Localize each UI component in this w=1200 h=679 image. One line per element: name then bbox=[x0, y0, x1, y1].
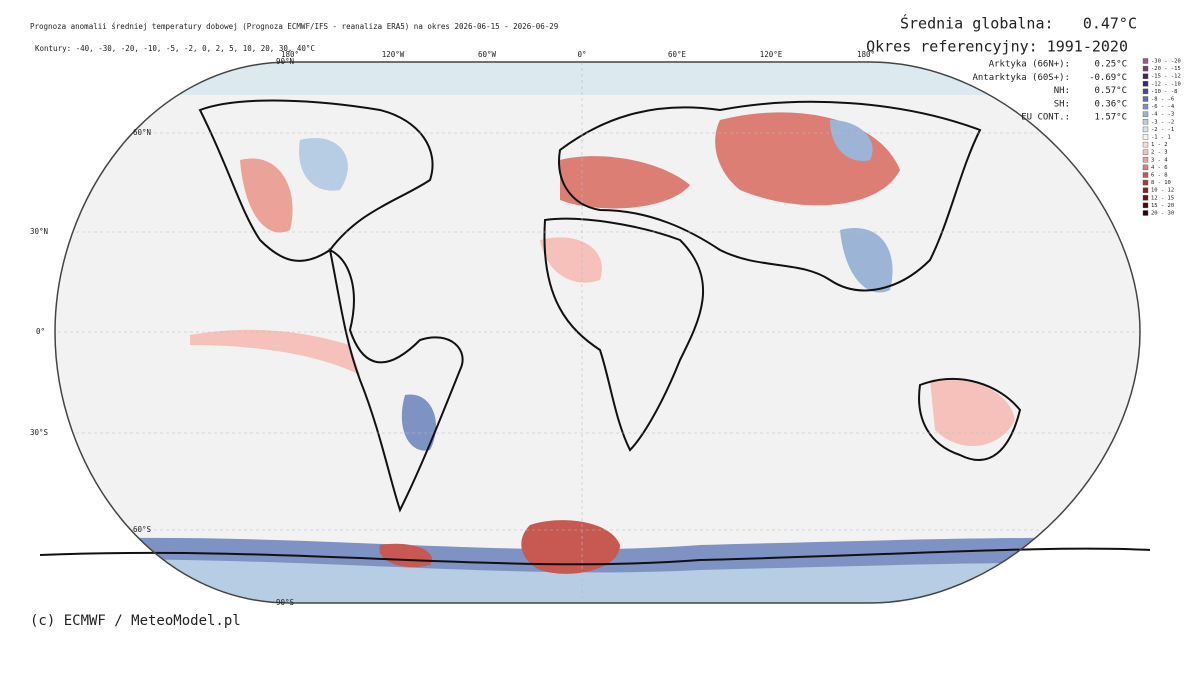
legend-swatch bbox=[1142, 58, 1149, 64]
longitude-label: 60°W bbox=[478, 50, 497, 59]
legend-label: -15 - -12 bbox=[1151, 74, 1181, 80]
map-title: Prognoza anomalii średniej temperatury d… bbox=[30, 22, 558, 31]
stat-label: SH: bbox=[1054, 99, 1070, 109]
legend-label: 12 - 15 bbox=[1151, 195, 1174, 201]
footer: (c) ECMWF / MeteoModel.pl bbox=[30, 613, 241, 629]
legend-label: 1 - 2 bbox=[1151, 142, 1168, 148]
longitude-label: 180° bbox=[281, 50, 299, 59]
legend-label: 20 - 30 bbox=[1151, 211, 1174, 217]
stat-label: EU CONT.: bbox=[1021, 113, 1070, 123]
longitude-label: 120°E bbox=[760, 50, 783, 59]
legend-label: -6 - -4 bbox=[1151, 104, 1175, 110]
contour-note: Kontury: -40, -30, -20, -10, -5, -2, 0, … bbox=[35, 44, 315, 53]
legend-label: 6 - 8 bbox=[1151, 173, 1168, 179]
legend-label: -30 - -20 bbox=[1151, 59, 1181, 65]
legend-swatch bbox=[1142, 157, 1149, 163]
legend-label: 8 - 10 bbox=[1151, 180, 1171, 186]
latitude-label: 30°N bbox=[30, 227, 48, 236]
legend-label: 10 - 12 bbox=[1151, 188, 1174, 194]
legend-swatch bbox=[1142, 73, 1149, 79]
legend-swatch bbox=[1142, 164, 1149, 171]
legend-swatch bbox=[1142, 195, 1149, 201]
legend-swatch bbox=[1142, 172, 1149, 178]
legend-label: -3 - -2 bbox=[1151, 119, 1174, 125]
stat-value: 0.25°C bbox=[1094, 60, 1127, 70]
latitude-label: 30°S bbox=[30, 428, 49, 437]
legend-swatch bbox=[1142, 202, 1149, 209]
latitude-label: 90°S bbox=[276, 598, 295, 607]
coastlines bbox=[39, 99, 1151, 566]
stat-value: 0.36°C bbox=[1094, 99, 1127, 109]
legend-swatch bbox=[1142, 134, 1149, 140]
graticule bbox=[55, 62, 1140, 603]
longitude-label: 0° bbox=[577, 50, 586, 59]
latitude-label: 0° bbox=[36, 327, 45, 336]
legend-label: 4 - 6 bbox=[1151, 165, 1168, 171]
global-value: 0.47°C bbox=[1083, 15, 1137, 33]
latitude-label: 60°S bbox=[133, 525, 152, 534]
legend-label: -2 - -1 bbox=[1151, 127, 1174, 133]
legend-label: -8 - -6 bbox=[1151, 97, 1174, 103]
legend-label: -1 - 1 bbox=[1151, 135, 1171, 141]
stat-label: Antarktyka (60S+): bbox=[972, 73, 1070, 83]
legend-swatch bbox=[1142, 65, 1149, 72]
stat-label: NH: bbox=[1054, 86, 1070, 96]
legend-swatch bbox=[1142, 103, 1149, 110]
legend-label: 3 - 4 bbox=[1151, 157, 1168, 163]
legend-swatch bbox=[1142, 187, 1149, 193]
longitude-label: 180° bbox=[857, 50, 875, 59]
legend-swatch bbox=[1142, 179, 1149, 186]
latitude-label: 90°N bbox=[276, 57, 294, 66]
stat-value: 1.57°C bbox=[1094, 113, 1127, 123]
legend-label: 15 - 20 bbox=[1151, 203, 1174, 209]
legend-swatch bbox=[1142, 88, 1149, 95]
legend-swatch bbox=[1142, 149, 1149, 155]
legend-swatch bbox=[1142, 81, 1149, 87]
reference-period: Okres referencyjny: 1991-2020 bbox=[866, 38, 1128, 56]
stat-value: 0.57°C bbox=[1094, 86, 1127, 96]
legend-swatch bbox=[1142, 119, 1149, 125]
latitude-label: 60°N bbox=[133, 128, 151, 137]
legend-swatch bbox=[1142, 111, 1149, 117]
longitude-label: 120°W bbox=[382, 50, 405, 59]
legend-label: -12 - -10 bbox=[1151, 81, 1181, 87]
legend-swatch bbox=[1142, 96, 1149, 102]
map-frame bbox=[54, 61, 1141, 604]
map-field bbox=[55, 62, 1140, 603]
legend-swatch bbox=[1142, 126, 1149, 133]
legend-swatch bbox=[1142, 210, 1149, 216]
global-label: Średnia globalna: bbox=[900, 14, 1054, 33]
longitude-label: 60°E bbox=[668, 50, 687, 59]
legend-label: 2 - 3 bbox=[1151, 150, 1168, 156]
legend-label: -20 - -15 bbox=[1151, 66, 1181, 72]
legend-label: -4 - -3 bbox=[1151, 112, 1174, 118]
legend-swatch bbox=[1142, 141, 1149, 148]
stat-value: -0.69°C bbox=[1089, 73, 1127, 83]
stat-label: Arktyka (66N+): bbox=[989, 60, 1070, 70]
legend-label: -10 - -8 bbox=[1151, 89, 1178, 95]
